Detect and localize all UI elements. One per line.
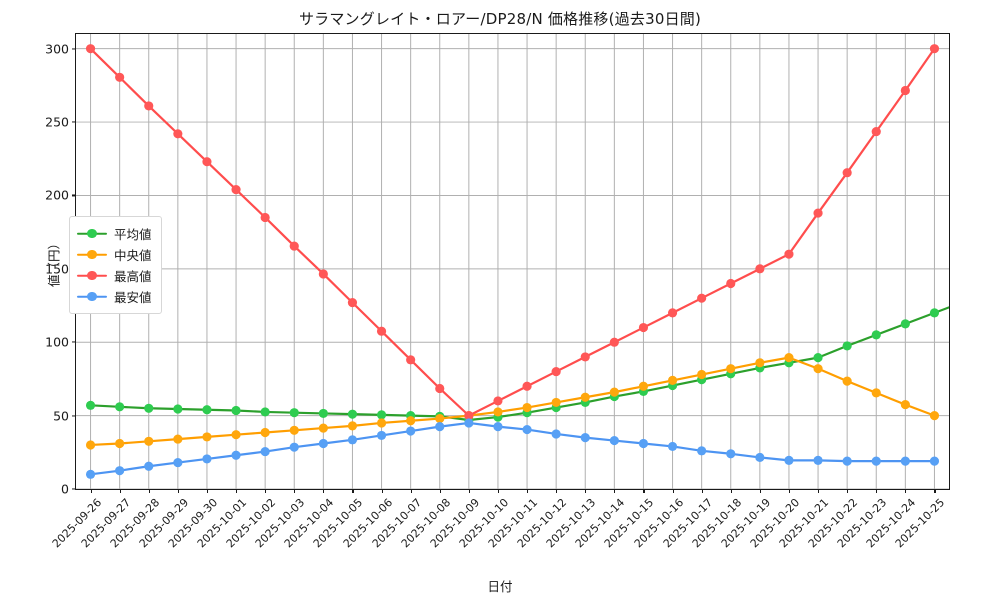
y-tick-label: 50 xyxy=(53,408,69,424)
x-tick-mark xyxy=(934,489,936,493)
x-tick-mark xyxy=(643,489,645,493)
x-tick-mark xyxy=(556,489,558,493)
x-tick-mark xyxy=(439,489,441,493)
x-tick-mark xyxy=(672,489,674,493)
series-0 xyxy=(85,306,949,425)
legend-item-0[interactable]: 平均値 xyxy=(77,223,152,244)
legend-item-2[interactable]: 最高値 xyxy=(77,265,152,286)
plot-area: 値（円） 0 50 100 150 200 250 300 2025-09-26 2025-09… xyxy=(45,33,950,550)
y-tick-mark xyxy=(72,48,76,50)
x-tick-mark xyxy=(876,489,878,493)
plot-svg xyxy=(76,34,949,489)
x-tick-mark xyxy=(352,489,354,493)
x-tick-mark xyxy=(236,489,238,493)
x-tick-mark xyxy=(206,489,209,493)
y-tick-label: 300 xyxy=(45,41,69,57)
chart-title: サラマングレイト・ロアー/DP28/N 価格推移(過去30日間) xyxy=(298,10,702,28)
x-tick-mark xyxy=(759,489,761,493)
x-tick-mark xyxy=(905,489,907,493)
legend-marker-icon xyxy=(77,249,107,261)
legend-label: 最安値 xyxy=(114,290,152,305)
x-tick-mark xyxy=(847,489,849,493)
x-tick-mark xyxy=(323,489,325,493)
legend-label: 平均値 xyxy=(114,227,152,242)
x-tick-mark xyxy=(410,489,412,493)
legend-marker-icon xyxy=(77,228,107,240)
x-tick-mark xyxy=(614,489,616,493)
x-tick-mark xyxy=(119,489,121,493)
x-tick-mark xyxy=(701,489,703,493)
legend-item-3[interactable]: 最安値 xyxy=(77,286,152,307)
x-tick-mark xyxy=(527,489,529,493)
y-tick-label: 200 xyxy=(45,187,69,203)
series-3 xyxy=(85,418,940,479)
y-tick-label: 0 xyxy=(61,481,69,497)
x-tick-mark xyxy=(585,489,587,493)
x-axis-label: 日付 xyxy=(487,579,513,594)
series-2 xyxy=(85,44,940,421)
x-tick-mark xyxy=(148,489,150,493)
y-tick-mark xyxy=(72,341,76,343)
legend-marker-icon xyxy=(77,291,107,303)
y-tick-mark xyxy=(72,415,76,417)
y-tick-mark xyxy=(72,194,76,196)
chart-legend: 平均値中央値最高値最安値 xyxy=(69,216,162,314)
legend-item-1[interactable]: 中央値 xyxy=(77,244,152,265)
x-tick-mark xyxy=(818,489,820,493)
x-tick-mark xyxy=(788,489,791,493)
x-tick-mark xyxy=(730,489,732,493)
x-tick-mark xyxy=(265,489,267,493)
legend-marker-icon xyxy=(77,270,107,282)
x-tick-mark xyxy=(90,489,92,493)
x-tick-mark xyxy=(294,489,296,493)
y-tick-label: 250 xyxy=(45,114,69,130)
x-tick-mark xyxy=(497,489,500,493)
y-tick-label: 100 xyxy=(45,334,69,350)
x-tick-mark xyxy=(468,489,470,493)
series-1 xyxy=(85,353,940,450)
y-tick-mark xyxy=(72,488,76,490)
x-tick-mark xyxy=(381,489,383,493)
y-tick-mark xyxy=(72,121,76,123)
legend-label: 中央値 xyxy=(114,248,152,263)
x-tick-mark xyxy=(177,489,179,493)
y-tick-label: 150 xyxy=(45,261,69,277)
legend-label: 最高値 xyxy=(114,269,152,284)
